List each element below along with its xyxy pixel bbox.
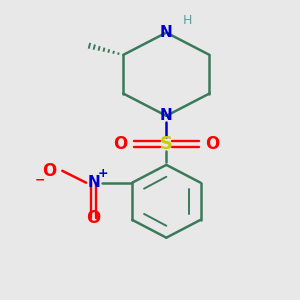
Text: N: N [160,25,173,40]
Text: O: O [205,135,220,153]
Text: O: O [42,162,56,180]
Text: O: O [113,135,127,153]
Text: N: N [87,175,100,190]
Text: O: O [86,209,101,227]
Text: H: H [182,14,192,27]
Text: S: S [160,135,173,153]
Text: +: + [97,167,108,180]
Text: N: N [160,108,173,123]
Text: −: − [35,173,45,186]
